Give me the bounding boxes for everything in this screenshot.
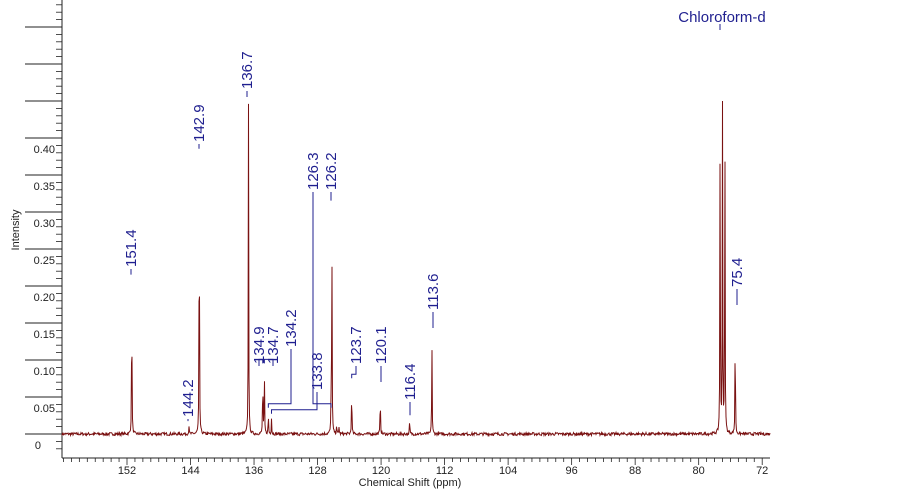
peak-label: 126.2 bbox=[323, 152, 340, 190]
x-axis-title: Chemical Shift (ppm) bbox=[359, 477, 462, 489]
peak-label-group: 116.4 bbox=[402, 364, 419, 416]
x-tick-label: 96 bbox=[566, 465, 578, 477]
peak-leader-line bbox=[312, 192, 332, 408]
y-tick-label: 0.05 bbox=[34, 403, 55, 415]
peak-leader-line bbox=[258, 358, 264, 366]
peak-label-group: 113.6 bbox=[425, 274, 442, 328]
peak-label: 75.4 bbox=[729, 258, 746, 287]
y-axis-title: Intensity bbox=[10, 209, 22, 250]
x-axis: 152 144 136 128 120 112 104 96 88 80 72 bbox=[62, 457, 770, 477]
x-tick-label: 120 bbox=[372, 465, 390, 477]
peak-label-group: 123.7 bbox=[348, 326, 365, 379]
peak-label-group: 144.2 bbox=[180, 379, 197, 422]
spectrum-line bbox=[61, 100, 771, 438]
x-tick-label: 128 bbox=[308, 465, 326, 477]
peak-label: 142.9 bbox=[191, 104, 208, 142]
y-tick-label: 0.30 bbox=[34, 218, 55, 230]
y-tick-label: 0.20 bbox=[34, 292, 55, 304]
y-tick-label: 0 bbox=[35, 440, 41, 452]
peak-label: 133.8 bbox=[309, 352, 326, 390]
solvent-label: Chloroform-d bbox=[678, 9, 766, 26]
peak-label-group: 142.9 bbox=[191, 104, 208, 149]
x-tick-label: 136 bbox=[245, 465, 263, 477]
peak-label-group: 151.4 bbox=[123, 229, 140, 275]
y-tick-label: 0.10 bbox=[34, 366, 55, 378]
peak-label: 126.3 bbox=[305, 152, 322, 190]
x-tick-label: 88 bbox=[629, 465, 641, 477]
peak-label: 116.4 bbox=[402, 364, 419, 400]
x-tick-label: 104 bbox=[499, 465, 517, 477]
x-tick-label: 72 bbox=[756, 465, 768, 477]
x-tick-label: 80 bbox=[693, 465, 705, 477]
peak-leader-line bbox=[263, 358, 274, 366]
peak-label-group: 120.1 bbox=[373, 326, 390, 382]
peak-leader-line bbox=[351, 366, 357, 379]
x-tick-label: 144 bbox=[181, 465, 199, 477]
peak-label: 113.6 bbox=[425, 274, 442, 310]
peak-label: 144.2 bbox=[180, 379, 197, 417]
peak-label-group: 136.7 bbox=[239, 51, 256, 97]
y-axis: 0 0.05 0.10 0.15 0.20 0.25 0.30 0.35 0.40 bbox=[25, 0, 63, 458]
peak-label-group: 126.3 bbox=[305, 152, 332, 408]
peak-label: 134.7 bbox=[265, 326, 282, 364]
peak-leader-line bbox=[271, 392, 318, 414]
x-tick-label: 112 bbox=[436, 465, 454, 477]
peak-label-group: 134.9 bbox=[251, 326, 268, 366]
y-tick-label: 0.25 bbox=[34, 255, 55, 267]
peak-label: 134.9 bbox=[251, 326, 268, 364]
y-tick-label: 0.40 bbox=[34, 144, 55, 156]
peak-label: 120.1 bbox=[373, 326, 390, 364]
x-tick-label: 152 bbox=[118, 465, 136, 477]
peak-label-group: 126.2 bbox=[323, 152, 340, 201]
peak-label: 134.2 bbox=[283, 309, 300, 347]
peak-label: 123.7 bbox=[348, 326, 365, 364]
peak-label: 151.4 bbox=[123, 229, 140, 267]
y-tick-label: 0.35 bbox=[34, 181, 55, 193]
peak-label-group: 75.4 bbox=[729, 258, 746, 305]
peak-label-group: 134.2 bbox=[267, 309, 300, 408]
peak-leader-line bbox=[267, 349, 292, 408]
y-tick-label: 0.15 bbox=[34, 329, 55, 341]
peak-label-group: 134.7 bbox=[263, 326, 282, 366]
solvent-annotation: Chloroform-d bbox=[678, 9, 766, 30]
peak-label: 136.7 bbox=[239, 51, 256, 89]
